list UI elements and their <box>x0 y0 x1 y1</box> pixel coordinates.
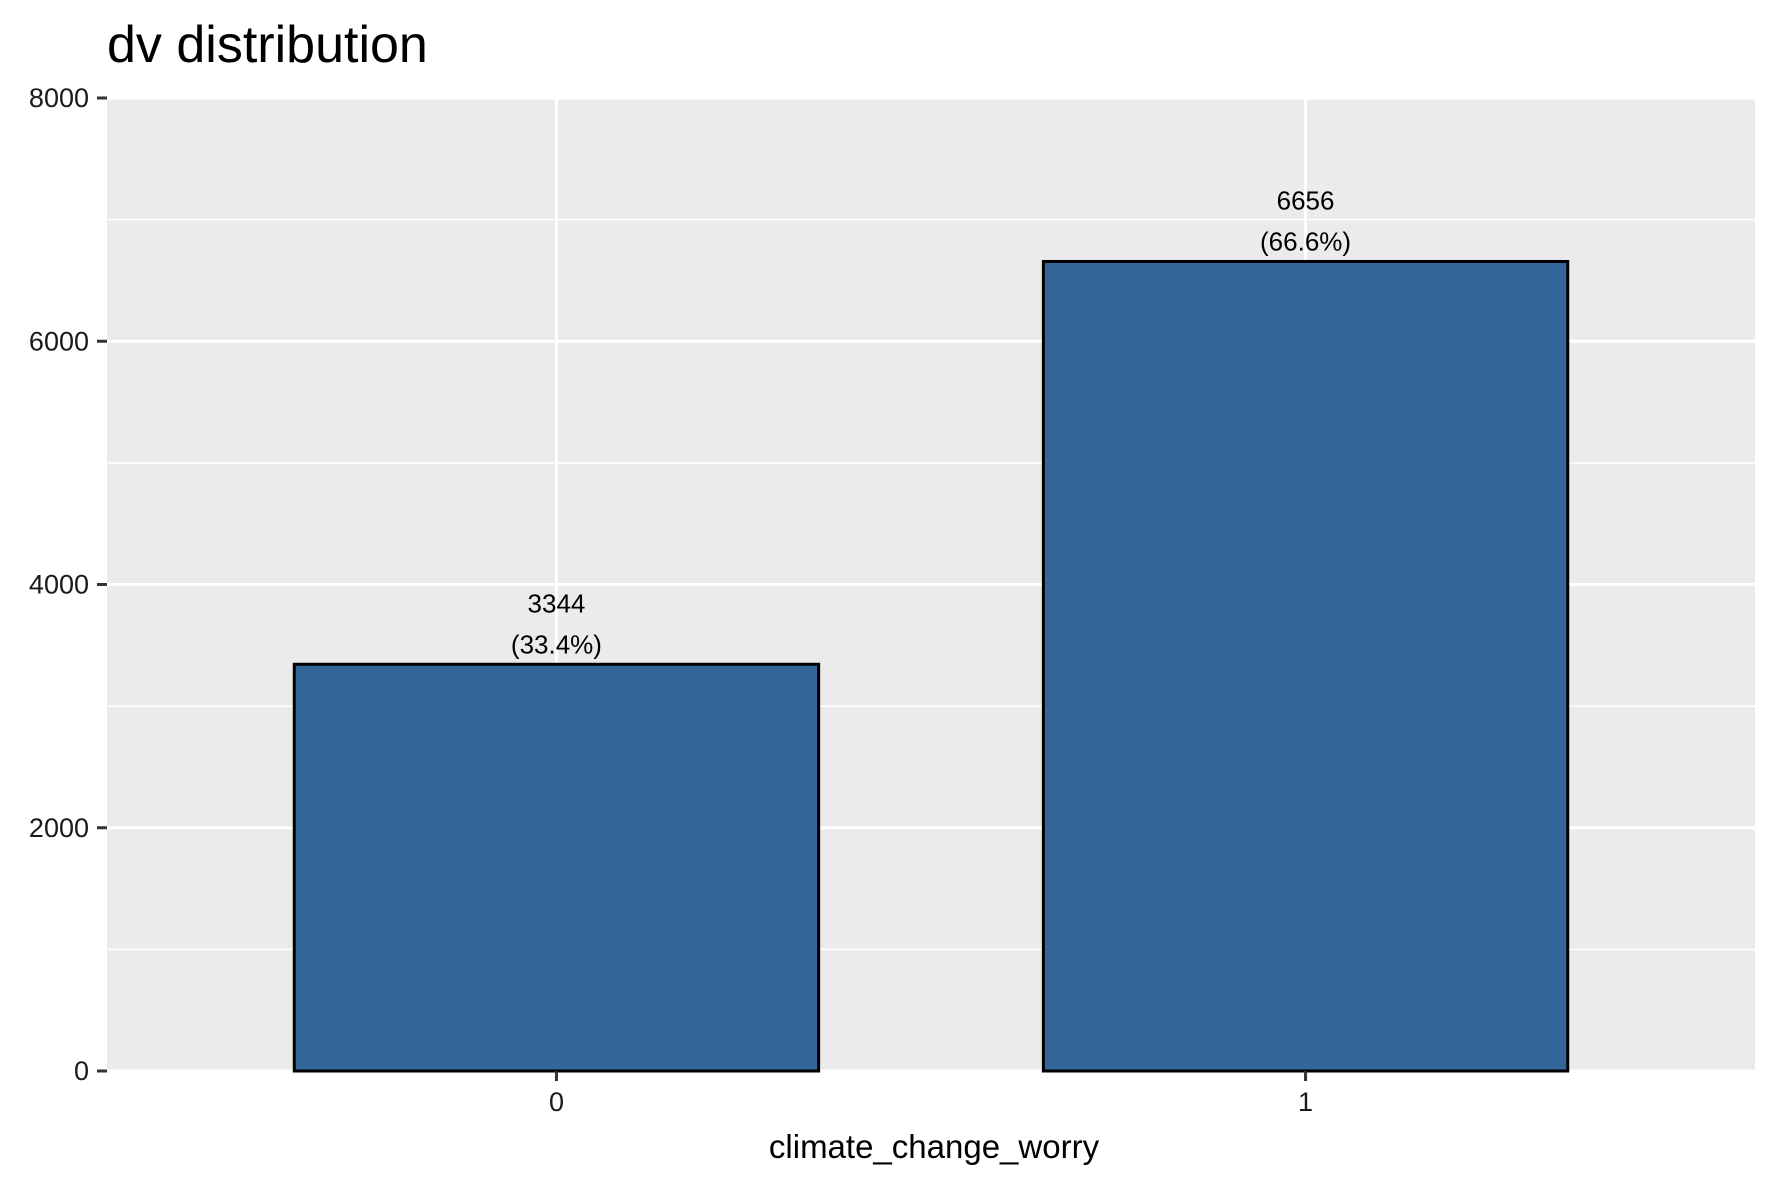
x-axis-title: climate_change_worry <box>769 1128 1100 1165</box>
bar-percent-label: (33.4%) <box>511 629 602 659</box>
y-tick-label: 4000 <box>29 570 89 600</box>
y-tick-label: 0 <box>74 1056 89 1086</box>
bar-count-label: 6656 <box>1277 185 1335 215</box>
x-tick-label: 0 <box>549 1087 564 1117</box>
x-tick-label: 1 <box>1298 1087 1313 1117</box>
bar-percent-label: (66.6%) <box>1260 226 1351 256</box>
bar-0 <box>292 662 821 1073</box>
y-tick-label: 8000 <box>29 83 89 113</box>
bar-1 <box>1041 259 1570 1073</box>
y-tick-label: 2000 <box>29 813 89 843</box>
bar-count-label: 3344 <box>528 588 586 618</box>
chart-title: dv distribution <box>107 16 428 74</box>
y-tick-label: 6000 <box>29 326 89 356</box>
